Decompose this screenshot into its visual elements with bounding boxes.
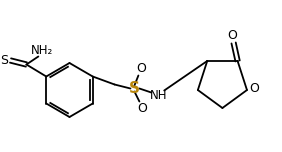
Text: NH₂: NH₂: [31, 44, 53, 57]
Text: O: O: [136, 62, 146, 75]
Text: O: O: [137, 102, 147, 115]
Text: S: S: [129, 81, 140, 96]
Text: S: S: [1, 54, 8, 67]
Text: O: O: [249, 81, 259, 95]
Text: O: O: [228, 29, 237, 42]
Text: NH: NH: [149, 89, 167, 102]
